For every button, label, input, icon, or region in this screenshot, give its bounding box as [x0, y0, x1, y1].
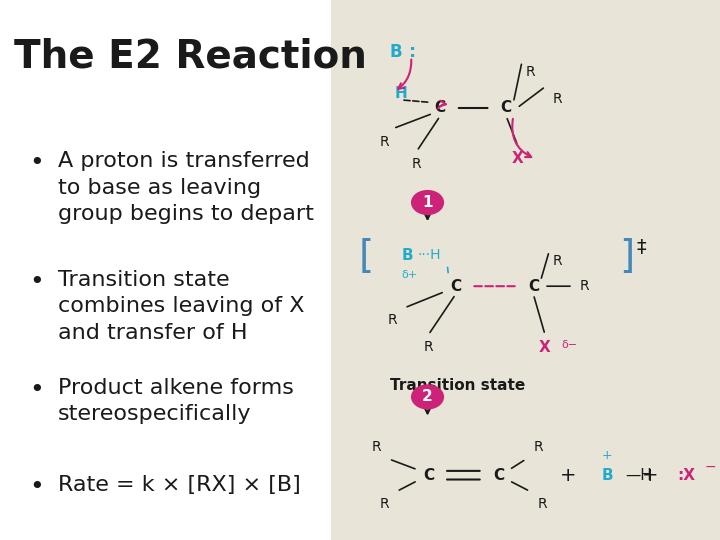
Text: B: B: [601, 468, 613, 483]
Text: Product alkene forms
stereospecifically: Product alkene forms stereospecifically: [58, 378, 294, 424]
Text: R: R: [553, 92, 562, 106]
Text: Rate = k × [RX] × [B]: Rate = k × [RX] × [B]: [58, 475, 300, 495]
Text: X: X: [512, 151, 523, 166]
Text: [: [: [359, 238, 374, 275]
Text: C: C: [500, 100, 512, 116]
Text: :: :: [409, 43, 416, 61]
Text: +: +: [602, 449, 613, 462]
Text: :X: :X: [678, 468, 696, 483]
Text: ]: ]: [619, 238, 634, 275]
Text: δ−: δ−: [561, 340, 577, 350]
Circle shape: [412, 191, 444, 214]
Text: Transition state
combines leaving of X
and transfer of H: Transition state combines leaving of X a…: [58, 270, 304, 343]
Text: The E2 Reaction: The E2 Reaction: [14, 38, 367, 76]
Text: ···H: ···H: [417, 248, 441, 262]
Text: R: R: [580, 279, 590, 293]
Circle shape: [412, 385, 444, 409]
Text: •: •: [29, 378, 43, 402]
Text: •: •: [29, 151, 43, 175]
Text: R: R: [380, 497, 390, 511]
Text: •: •: [29, 270, 43, 294]
Text: B: B: [390, 43, 402, 61]
FancyBboxPatch shape: [331, 0, 720, 540]
Text: 1: 1: [423, 195, 433, 210]
Text: —H: —H: [625, 468, 652, 483]
Text: ‡: ‡: [637, 238, 647, 256]
Text: −: −: [705, 460, 716, 474]
Text: δ+: δ+: [401, 270, 418, 280]
Text: A proton is transferred
to base as leaving
group begins to depart: A proton is transferred to base as leavi…: [58, 151, 313, 224]
Text: C: C: [423, 468, 434, 483]
Text: R: R: [387, 313, 397, 327]
Text: R: R: [380, 135, 390, 149]
Text: B: B: [401, 248, 413, 264]
Text: R: R: [526, 65, 535, 79]
Text: Transition state: Transition state: [390, 378, 525, 393]
Text: +: +: [560, 465, 577, 485]
Text: R: R: [534, 440, 543, 454]
Text: C: C: [528, 279, 539, 294]
Text: +: +: [642, 465, 658, 485]
Text: •: •: [29, 475, 43, 499]
Text: C: C: [450, 279, 462, 294]
Text: H: H: [395, 86, 408, 102]
Text: C: C: [492, 468, 504, 483]
Text: R: R: [537, 497, 547, 511]
Text: 2: 2: [422, 389, 433, 404]
Text: R: R: [372, 440, 382, 454]
Text: R: R: [553, 254, 562, 268]
Text: R: R: [412, 157, 421, 171]
Text: R: R: [423, 340, 433, 354]
Text: X: X: [539, 340, 551, 355]
Text: C: C: [434, 100, 446, 116]
